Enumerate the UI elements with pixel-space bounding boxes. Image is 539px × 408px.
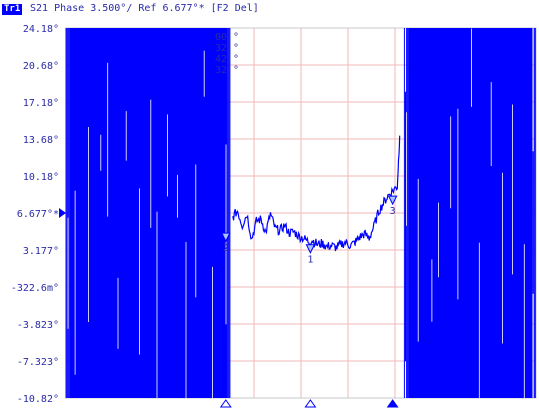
- phase-trace-line: [232, 135, 401, 252]
- marker-label: 2: [223, 243, 229, 254]
- marker-label: 3: [390, 206, 396, 217]
- x-marker-1: [304, 399, 317, 408]
- markers: 1 2 3: [220, 195, 398, 266]
- marker-readout: 32 °: [215, 43, 239, 54]
- y-tick-label: 20.68°: [23, 61, 59, 72]
- x-axis-markers: [219, 399, 399, 408]
- reference-arrow: [59, 208, 66, 218]
- x-marker-3: [386, 399, 399, 408]
- y-tick-label: -3.823°: [17, 320, 59, 331]
- y-tick-label: -10.82°: [17, 394, 59, 405]
- marker-label: 1: [307, 255, 313, 266]
- noise-spikes: [403, 28, 536, 398]
- trace-header: Tr1 S21 Phase 3.500°/ Ref 6.677°* [F2 De…: [0, 0, 539, 18]
- y-tick-label: 6.677°*: [17, 209, 59, 220]
- trace-badge[interactable]: Tr1: [2, 4, 23, 15]
- y-tick-label: 24.18°: [23, 24, 59, 35]
- x-marker-2: [219, 399, 232, 408]
- marker-readout: 32 °: [215, 65, 239, 76]
- y-tick-label: 10.18°: [23, 172, 59, 183]
- marker-1: [305, 244, 316, 254]
- noise-trace: [65, 28, 536, 398]
- noise-gaps: [406, 28, 525, 398]
- trace-title: S21 Phase 3.500°/ Ref 6.677°* [F2 Del]: [30, 3, 259, 14]
- y-tick-label: 17.18°: [23, 98, 59, 109]
- marker-readout: 00 °: [215, 32, 239, 43]
- marker-readout: 42 °: [215, 54, 239, 65]
- y-tick-label: 13.68°: [23, 135, 59, 146]
- y-tick-label: -322.6m°: [11, 283, 59, 294]
- marker-3: [387, 195, 398, 206]
- noise-gaps: [67, 50, 227, 398]
- y-tick-label: 3.177°: [23, 246, 59, 257]
- y-axis: 24.18° 20.68° 17.18° 13.68° 10.18° 6.677°* 3.1…: [11, 24, 66, 405]
- marker-readout-table: 00 °32 °42 °32 °: [215, 32, 239, 76]
- y-tick-label: -7.323°: [17, 357, 59, 368]
- marker-2: [220, 232, 231, 243]
- phase-trace: [232, 135, 401, 252]
